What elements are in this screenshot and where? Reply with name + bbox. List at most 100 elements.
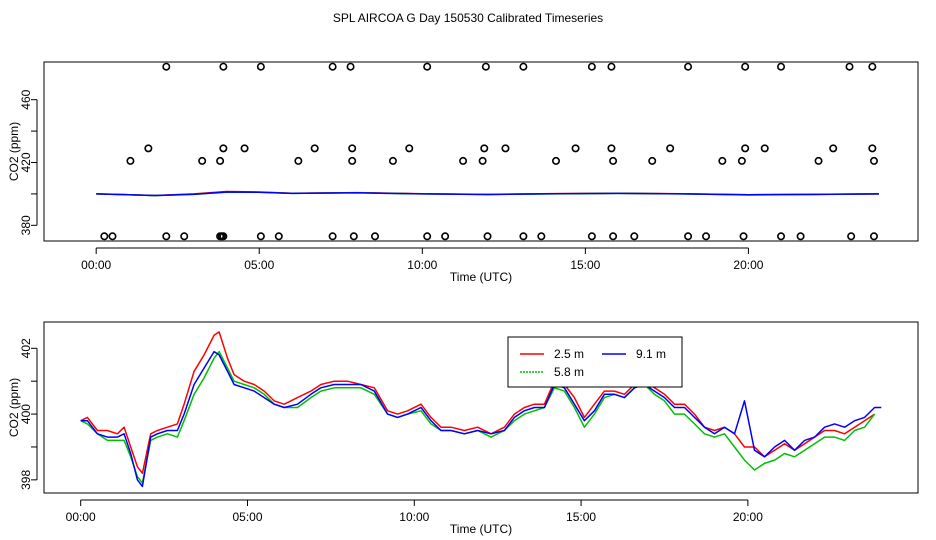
calibration-point [741, 62, 750, 71]
y-tick-label: 402 [19, 338, 33, 358]
panel-bottom: 00:00 05:00 10:00 15:00 20:00 Time (UTC) 398 40… [7, 321, 919, 536]
calibration-point [219, 62, 228, 71]
calibration-point [100, 232, 109, 241]
y-tick-label: 420 [19, 152, 33, 172]
calibration-point [630, 232, 639, 241]
x-tick-label: 15:00 [566, 510, 596, 524]
x-axis-title: Time (UTC) [450, 522, 512, 536]
calibration-point [777, 62, 786, 71]
legend-label: 9.1 m [636, 347, 666, 361]
calibration-point [519, 62, 528, 71]
calibration-point [501, 144, 510, 153]
calibration-point [274, 232, 283, 241]
x-tick-label: 20:00 [733, 258, 763, 272]
calibration-point [423, 232, 432, 241]
calibration-point [256, 232, 265, 241]
calibration-point [328, 62, 337, 71]
calibration-point [609, 232, 618, 241]
calibration-point [737, 156, 746, 165]
calibration-point [868, 144, 877, 153]
calibration-point [219, 144, 228, 153]
calibration-point [162, 232, 171, 241]
legend-box [507, 336, 683, 388]
y-axis-title: CO2 (ppm) [7, 122, 21, 181]
calibration-point [741, 144, 750, 153]
calibration-point [256, 62, 265, 71]
series-line-9-1-m [80, 350, 882, 488]
x-tick-label: 05:00 [244, 258, 274, 272]
calibration-point [607, 144, 616, 153]
x-axis-title: Time (UTC) [450, 270, 512, 284]
calibration-point [571, 144, 580, 153]
calibration-point [537, 232, 546, 241]
x-tick-label: 10:00 [399, 510, 429, 524]
calibration-point [441, 232, 450, 241]
series-line-2-5-m [80, 331, 876, 475]
calibration-point [162, 62, 171, 71]
calibration-point [666, 144, 675, 153]
x-tick-label: 20:00 [733, 510, 763, 524]
legend-label: 5.8 m [554, 365, 584, 379]
calibration-point [180, 232, 189, 241]
plot-frame [43, 61, 919, 242]
series-line-5-8-m [80, 350, 876, 484]
calibration-point [777, 232, 786, 241]
calibration-point [198, 156, 207, 165]
calibration-point [423, 62, 432, 71]
calibration-point [240, 144, 249, 153]
calibration-point [609, 156, 618, 165]
calibration-point [519, 232, 528, 241]
calibration-point [483, 232, 492, 241]
calibration-point [760, 144, 769, 153]
calibration-point [108, 232, 117, 241]
calibration-point [648, 156, 657, 165]
calibration-point [684, 232, 693, 241]
calibration-point [346, 62, 355, 71]
calibration-point [868, 62, 877, 71]
calibration-point [126, 156, 135, 165]
x-tick-label: 00:00 [66, 510, 96, 524]
calibration-point [829, 144, 838, 153]
series-line-9-1-m [96, 191, 879, 197]
y-tick-label: 380 [19, 215, 33, 235]
calibration-point [845, 62, 854, 71]
calibration-point [478, 156, 487, 165]
calibration-point [216, 156, 225, 165]
calibration-point [294, 156, 303, 165]
calibration-point [405, 144, 414, 153]
x-tick-label: 05:00 [232, 510, 262, 524]
y-axis-title: CO2 (ppm) [7, 378, 21, 437]
calibration-point [796, 232, 805, 241]
calibration-point [310, 144, 319, 153]
calibration-point [349, 232, 358, 241]
x-tick-label: 15:00 [570, 258, 600, 272]
x-tick-label: 00:00 [81, 258, 111, 272]
calibration-point [348, 156, 357, 165]
calibration-point [718, 156, 727, 165]
calibration-point [348, 144, 357, 153]
calibration-point [739, 232, 748, 241]
calibration-point [552, 156, 561, 165]
calibration-point [481, 62, 490, 71]
plot-frame [43, 321, 919, 494]
y-tick-label: 398 [19, 470, 33, 490]
figure-title: SPL AIRCOA G Day 150530 Calibrated Times… [333, 11, 603, 25]
calibration-point [144, 144, 153, 153]
calibration-point [869, 156, 878, 165]
calibration-point [480, 144, 489, 153]
plot-area [96, 190, 879, 197]
calibration-point [869, 232, 878, 241]
calibration-point [847, 232, 856, 241]
panel-top: 00:00 05:00 10:00 15:00 20:00 Time (UTC) 380 42… [7, 61, 919, 284]
x-tick-label: 10:00 [407, 258, 437, 272]
y-tick-label: 400 [19, 404, 33, 424]
calibration-point [587, 232, 596, 241]
calibration-point [371, 232, 380, 241]
calibration-point [219, 232, 228, 241]
y-tick-label: 460 [19, 89, 33, 109]
plot-area [80, 331, 882, 488]
calibration-point [684, 62, 693, 71]
calibration-point [328, 232, 337, 241]
calibration-point [814, 156, 823, 165]
